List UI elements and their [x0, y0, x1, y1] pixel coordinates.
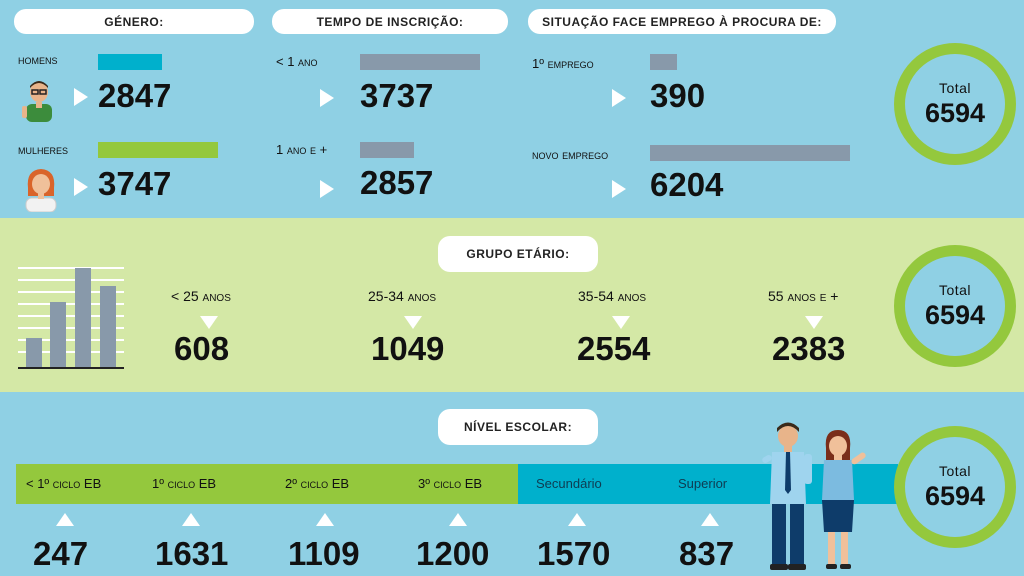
mulheres-label: Mulheres	[18, 142, 69, 157]
nivel-title: Nível escolar:	[438, 409, 598, 445]
total-value: 6594	[924, 97, 986, 128]
tempo-menos1-value: 3737	[360, 77, 434, 114]
situacao-primeiro-bar	[650, 54, 677, 70]
nivel-label-4: Secundário	[536, 476, 602, 491]
grupo-label-3: 55 anos e +	[768, 288, 839, 304]
mulheres-bar	[98, 142, 218, 158]
nivel-value-2: 1109	[288, 535, 360, 572]
genero-title: Género:	[14, 9, 254, 34]
tempo-title: Tempo de inscrição:	[272, 9, 508, 34]
bar-chart-icon	[18, 267, 124, 369]
nivel-arrow-icon-1	[182, 513, 200, 526]
grupo-label-2: 35-54 anos	[578, 288, 647, 304]
grupo-arrow-icon-3	[805, 316, 823, 329]
total-label: Total	[938, 281, 972, 298]
grupo-value-3: 2383	[772, 330, 846, 367]
grupo-value-1: 1049	[371, 330, 445, 367]
nivel-label-3: 3º ciclo EB	[418, 476, 483, 491]
nivel-value-1: 1631	[155, 535, 229, 572]
total-ring-bottom: Total 6594	[894, 426, 1016, 548]
tempo-mais1-label: 1 ano e +	[276, 142, 328, 157]
nivel-arrow-icon-5	[701, 513, 719, 526]
tempo-mais1-arrow-icon	[320, 180, 334, 198]
mulheres-value: 3747	[98, 165, 172, 202]
grupo-label-0: < 25 anos	[171, 288, 231, 304]
nivel-label-0: < 1º ciclo EB	[26, 476, 102, 491]
tempo-mais1-value: 2857	[360, 164, 434, 201]
tempo-mais1-bar	[360, 142, 414, 158]
nivel-value-4: 1570	[537, 535, 611, 572]
situacao-novo-value: 6204	[650, 166, 724, 203]
homens-label: Homens	[18, 52, 58, 67]
tempo-menos1-label: < 1 ano	[276, 54, 318, 69]
grupo-arrow-icon-1	[404, 316, 422, 329]
total-label: Total	[938, 462, 972, 479]
nivel-value-3: 1200	[416, 535, 490, 572]
nivel-label-1: 1º ciclo EB	[152, 476, 217, 491]
nivel-value-5: 837	[679, 535, 735, 572]
nivel-arrow-icon-2	[316, 513, 334, 526]
man-avatar-icon	[22, 81, 52, 122]
total-ring-top: Total 6594	[894, 43, 1016, 165]
total-value: 6594	[924, 480, 986, 511]
grupo-title: Grupo etário:	[438, 236, 598, 272]
grupo-arrow-icon-2	[612, 316, 630, 329]
situacao-title: Situação face emprego à procura de:	[528, 9, 836, 34]
situacao-primeiro-label: 1º emprego	[532, 56, 594, 71]
total-label: Total	[938, 79, 972, 96]
nivel-arrow-icon-0	[56, 513, 74, 526]
grupo-arrow-icon-0	[200, 316, 218, 329]
homens-arrow-icon	[74, 88, 88, 106]
situacao-primeiro-arrow-icon	[612, 89, 626, 107]
homens-bar	[98, 54, 162, 70]
nivel-arrow-icon-4	[568, 513, 586, 526]
mulheres-arrow-icon	[74, 178, 88, 196]
grupo-value-2: 2554	[577, 330, 651, 367]
nivel-label-2: 2º ciclo EB	[285, 476, 350, 491]
tempo-menos1-bar	[360, 54, 480, 70]
man-and-woman-illustration	[762, 422, 866, 570]
situacao-novo-bar	[650, 145, 850, 161]
situacao-novo-label: Novo emprego	[532, 147, 609, 162]
woman-avatar-icon	[25, 169, 57, 212]
nivel-label-5: Superior	[678, 476, 728, 491]
grupo-label-1: 25-34 anos	[368, 288, 437, 304]
tempo-menos1-arrow-icon	[320, 89, 334, 107]
top-section	[0, 0, 1024, 218]
total-ring-mid: Total 6594	[894, 245, 1016, 367]
nivel-arrow-icon-3	[449, 513, 467, 526]
situacao-primeiro-value: 390	[650, 77, 706, 114]
homens-value: 2847	[98, 77, 172, 114]
situacao-novo-arrow-icon	[612, 180, 626, 198]
nivel-value-0: 247	[33, 535, 89, 572]
education-strip-green	[16, 464, 518, 504]
grupo-value-0: 608	[174, 330, 230, 367]
total-value: 6594	[924, 299, 986, 330]
